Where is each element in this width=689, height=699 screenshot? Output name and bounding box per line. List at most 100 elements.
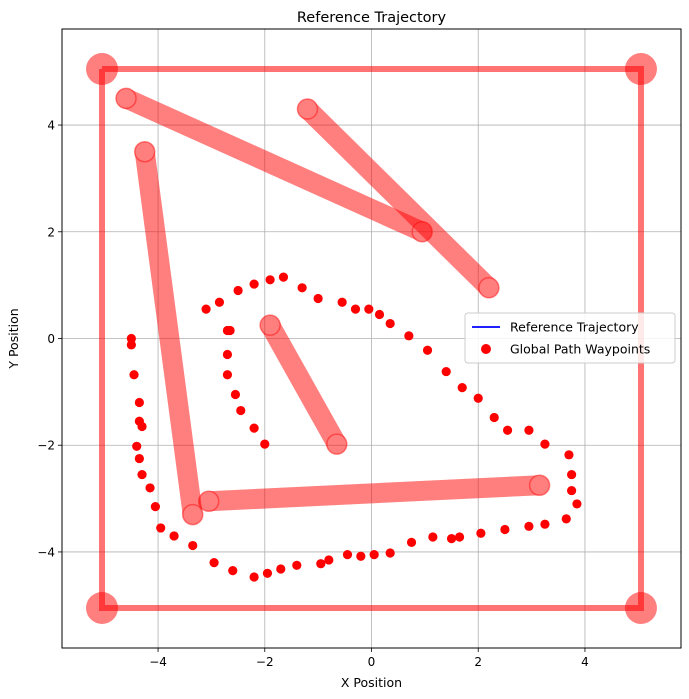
waypoint-marker <box>572 499 582 509</box>
waypoint-marker <box>385 548 395 558</box>
waypoint-marker <box>446 534 457 544</box>
waypoint-marker <box>276 564 286 574</box>
waypoint-marker <box>169 531 179 541</box>
waypoint-marker <box>441 366 451 377</box>
waypoint-marker <box>502 425 513 435</box>
waypoint-marker <box>422 345 433 355</box>
waypoint-marker <box>214 297 225 307</box>
waypoint-marker <box>316 559 326 569</box>
legend-waypoints-label: Global Path Waypoints <box>510 342 650 357</box>
waypoint-marker <box>356 551 366 561</box>
waypoint-marker <box>129 370 139 380</box>
waypoint-marker <box>342 550 353 560</box>
obstacle-endpoint <box>528 474 551 496</box>
x-tick-label: −2 <box>256 655 274 669</box>
obstacle-segment <box>134 141 203 525</box>
waypoints-series <box>126 272 582 582</box>
waypoint-marker <box>145 483 155 493</box>
legend-trajectory-label: Reference Trajectory <box>510 320 639 335</box>
boundary-corner-marker <box>624 591 657 624</box>
waypoint-marker <box>228 566 238 576</box>
obstacle-segment <box>116 88 433 242</box>
waypoint-marker <box>524 521 534 531</box>
waypoint-marker <box>313 293 323 304</box>
y-tick-label: −2 <box>37 439 55 453</box>
x-axis-label: X Position <box>341 675 402 690</box>
waypoint-marker <box>297 283 307 293</box>
waypoint-marker <box>188 540 198 551</box>
waypoint-marker <box>156 523 166 533</box>
obstacle-segment <box>297 99 499 298</box>
waypoint-marker <box>222 370 233 380</box>
boundary-corner-marker <box>86 53 119 86</box>
waypoint-marker <box>428 532 438 542</box>
obstacle-endpoint <box>259 314 281 336</box>
waypoint-marker <box>473 393 483 403</box>
waypoint-marker <box>249 572 259 582</box>
y-axis-label: Y Position <box>6 308 21 369</box>
waypoint-marker <box>209 558 219 568</box>
axis-ticks: −4 −2 0 2 4 −4 −2 0 2 4 <box>37 119 588 669</box>
waypoint-marker <box>292 560 302 570</box>
boundary-corner-marker <box>624 53 657 86</box>
waypoint-marker <box>374 309 385 320</box>
waypoint-marker <box>278 272 289 282</box>
waypoint-marker <box>249 423 259 433</box>
waypoint-marker <box>126 340 136 350</box>
obstacles <box>86 53 657 624</box>
waypoint-marker <box>564 450 574 460</box>
waypoint-marker <box>262 568 273 578</box>
waypoint-marker <box>126 333 136 344</box>
obstacle-endpoint <box>181 503 204 526</box>
obstacle-segment <box>260 315 347 455</box>
waypoint-marker <box>457 382 467 393</box>
waypoint-marker <box>260 439 270 449</box>
waypoint-marker <box>137 469 147 480</box>
waypoint-marker <box>337 297 347 307</box>
obstacle-segment <box>198 475 550 512</box>
waypoint-marker <box>406 537 417 547</box>
waypoint-marker <box>540 519 550 529</box>
obstacle-endpoint <box>478 277 500 299</box>
waypoint-marker <box>567 485 577 496</box>
waypoint-marker <box>454 532 465 542</box>
waypoint-marker <box>150 501 160 512</box>
y-tick-label: 4 <box>47 119 55 133</box>
obstacle-endpoint <box>115 87 137 110</box>
waypoint-marker <box>561 514 571 524</box>
waypoint-marker <box>385 318 395 329</box>
obstacle-endpoint <box>326 433 348 455</box>
waypoint-marker <box>249 279 259 289</box>
waypoint-marker <box>350 304 361 314</box>
waypoint-marker <box>489 412 499 423</box>
waypoint-marker <box>524 425 534 435</box>
waypoint-marker <box>369 550 379 560</box>
legend-waypoints-swatch <box>481 344 491 354</box>
waypoint-marker <box>324 555 334 565</box>
waypoint-marker <box>265 275 275 285</box>
waypoint-marker <box>134 397 144 408</box>
waypoint-marker <box>476 528 486 538</box>
waypoint-marker <box>134 453 144 464</box>
waypoint-marker <box>236 405 246 416</box>
waypoint-marker <box>540 439 550 449</box>
y-tick-label: −4 <box>37 545 55 559</box>
x-tick-label: 2 <box>474 655 482 669</box>
legend-box <box>464 312 676 364</box>
obstacle-endpoint <box>197 490 220 513</box>
y-tick-label: 0 <box>47 332 55 346</box>
waypoint-marker <box>404 331 414 341</box>
legend: Reference Trajectory Global Path Waypoin… <box>464 312 676 364</box>
x-tick-label: 4 <box>581 655 589 669</box>
obstacle-endpoint <box>133 140 156 163</box>
chart-title: Reference Trajectory <box>297 10 447 26</box>
waypoint-marker <box>222 325 233 336</box>
waypoint-marker <box>222 349 233 360</box>
waypoint-marker <box>134 416 144 426</box>
waypoint-marker <box>201 304 211 314</box>
obstacle-endpoint <box>296 98 319 120</box>
waypoint-marker <box>230 389 241 400</box>
waypoint-marker <box>132 441 142 451</box>
waypoint-marker <box>364 304 374 314</box>
